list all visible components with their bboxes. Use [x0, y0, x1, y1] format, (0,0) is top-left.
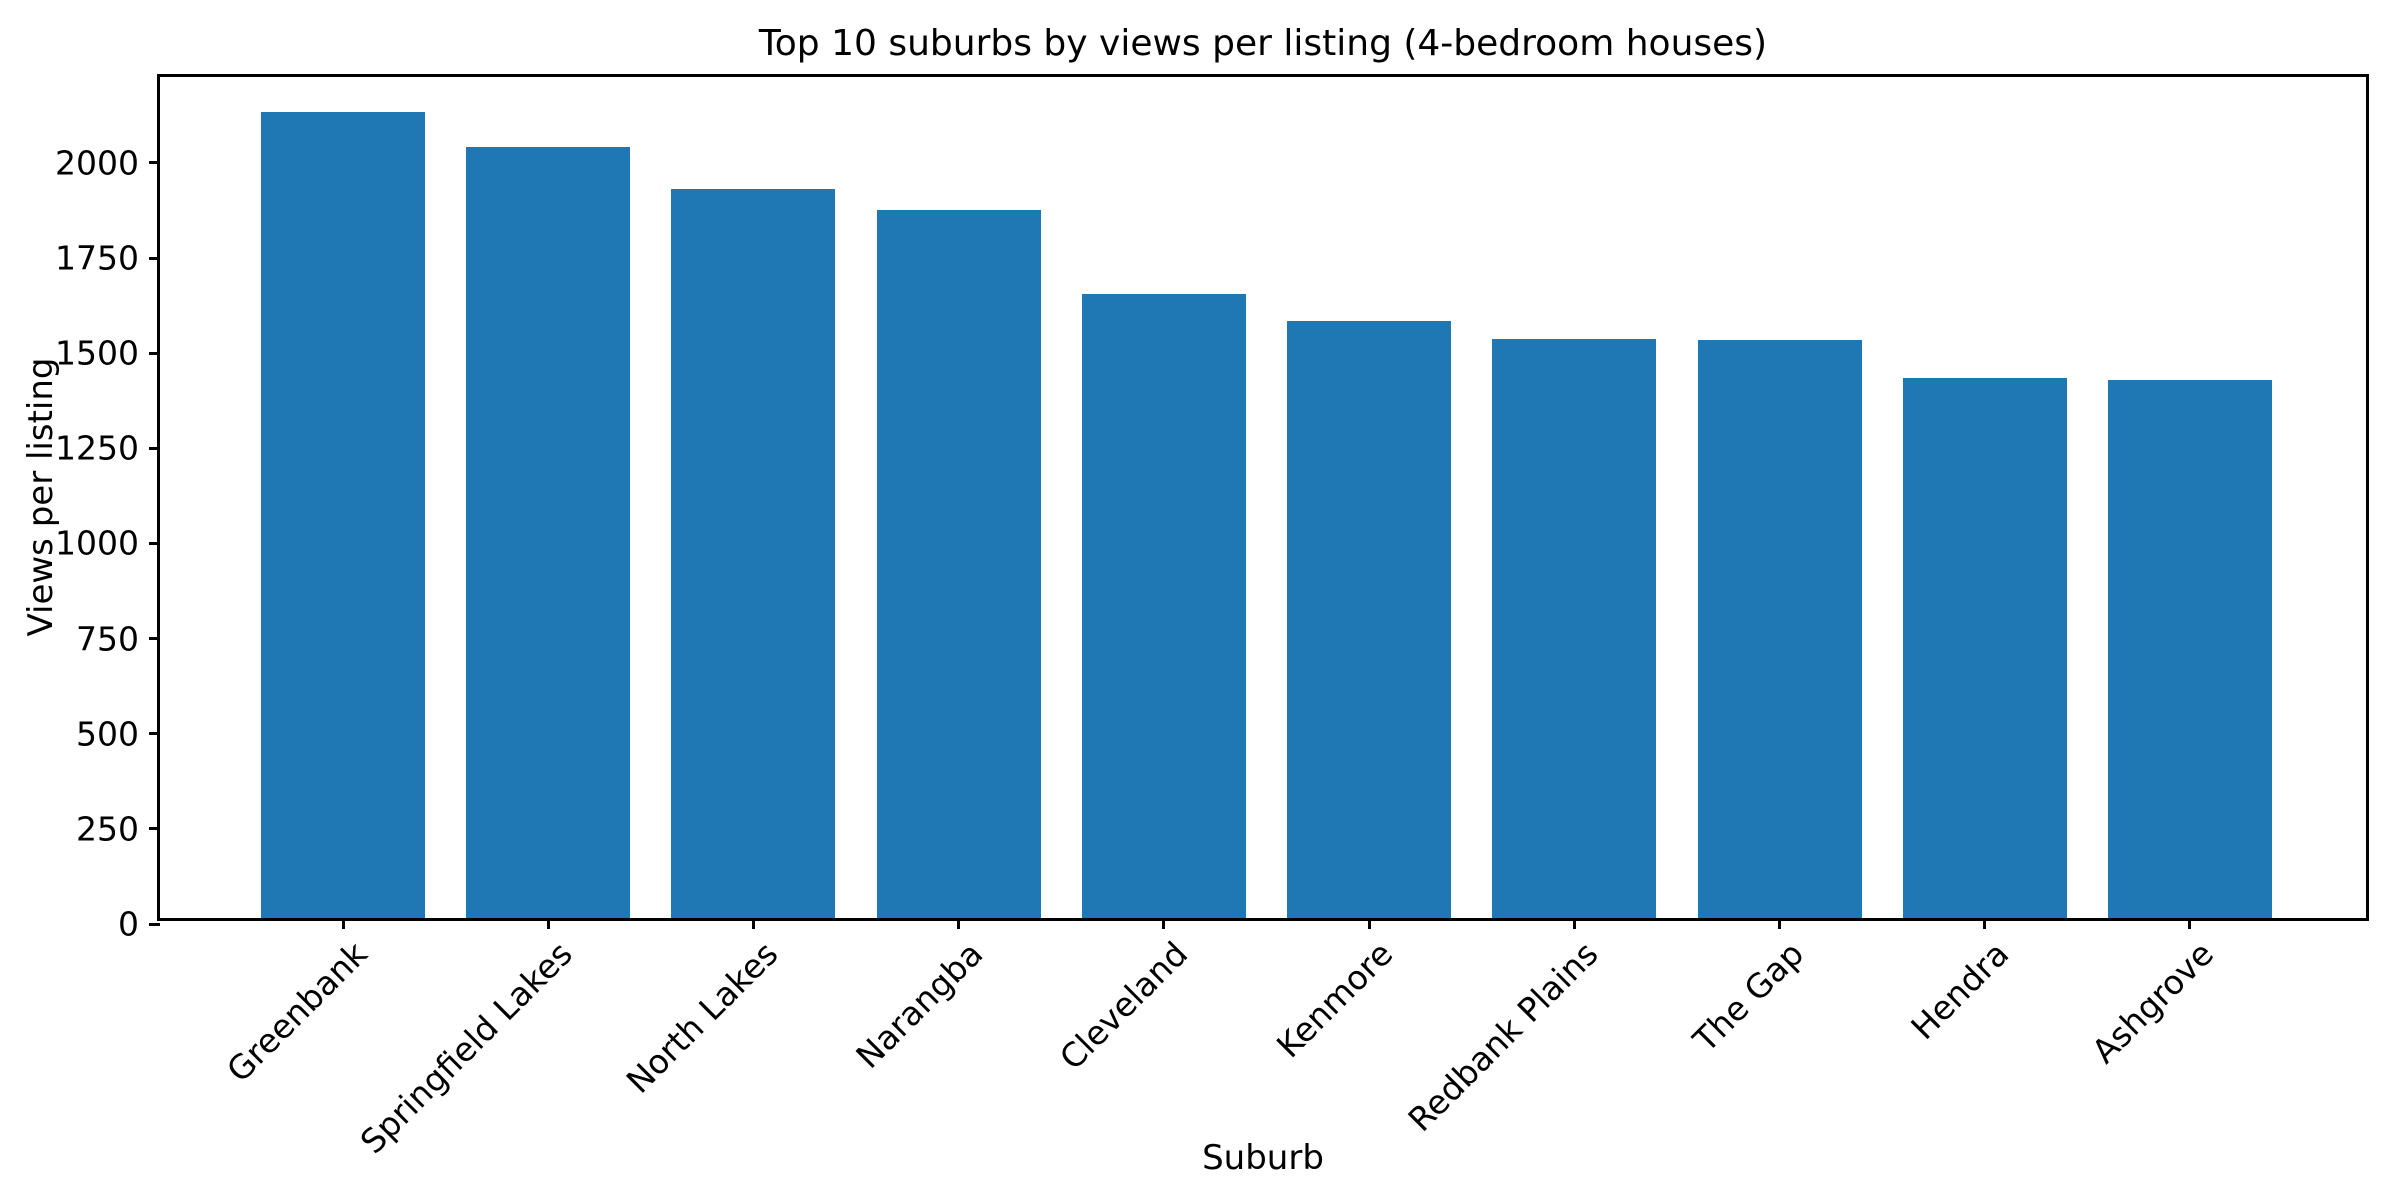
y-tick-label: 750 [76, 619, 139, 659]
x-tick-label: Hendra [1903, 934, 2017, 1047]
x-tick [957, 918, 961, 929]
x-tick [1162, 918, 1166, 929]
x-tick [2188, 918, 2192, 929]
y-tick [149, 922, 160, 926]
y-tick [149, 732, 160, 736]
y-tick-label: 1000 [55, 523, 139, 563]
x-tick-label: Springfield Lakes [352, 934, 580, 1162]
x-tick-label: Narangba [848, 934, 991, 1076]
x-tick-label: The Gap [1685, 934, 1812, 1060]
y-tick [149, 351, 160, 355]
x-tick-label: Ashgrove [2084, 934, 2222, 1071]
y-tick-label: 1500 [55, 333, 139, 373]
y-tick-label: 1250 [55, 428, 139, 468]
bar-cleveland [1081, 293, 1246, 918]
y-tick [149, 637, 160, 641]
y-tick-label: 1750 [55, 238, 139, 278]
y-tick [149, 541, 160, 545]
plot-area: 0 250 500 750 1000 1250 1500 1750 2000 Greenbank S… [55, 74, 2369, 1161]
x-tick [341, 918, 345, 929]
bar-redbank-plains [1492, 338, 1657, 918]
y-tick-label: 500 [76, 714, 139, 754]
chart-title: Top 10 suburbs by views per listing (4-b… [758, 23, 1768, 64]
x-tick-label: North Lakes [618, 934, 786, 1101]
y-tick-label: 250 [76, 809, 139, 849]
y-axis-label: Views per listing [21, 357, 61, 637]
x-tick-label: Kenmore [1269, 934, 1401, 1066]
bar-hendra [1902, 378, 2067, 918]
y-tick-label: 2000 [55, 143, 139, 183]
x-tick [1572, 918, 1576, 929]
bar-springfield-lakes [466, 147, 631, 918]
x-tick [546, 918, 550, 929]
x-tick [1778, 918, 1782, 929]
bar-north-lakes [671, 188, 836, 918]
y-tick [149, 446, 160, 450]
x-tick-label: Cleveland [1052, 934, 1196, 1078]
bar-narangba [876, 210, 1041, 918]
x-tick-label: Greenbank [218, 934, 375, 1090]
bar-kenmore [1287, 321, 1452, 918]
bar-greenbank [261, 112, 425, 918]
bar-ashgrove [2107, 380, 2272, 918]
y-tick [149, 827, 160, 831]
y-tick [149, 161, 160, 165]
bar-the-gap [1697, 339, 1862, 918]
x-tick-label: Redbank Plains [1400, 934, 1606, 1140]
x-tick [1367, 918, 1371, 929]
x-axis-label: Suburb [1202, 1138, 1324, 1178]
x-tick [751, 918, 755, 929]
y-tick-label: 0 [118, 904, 139, 944]
x-tick [1983, 918, 1987, 929]
y-tick [149, 256, 160, 260]
